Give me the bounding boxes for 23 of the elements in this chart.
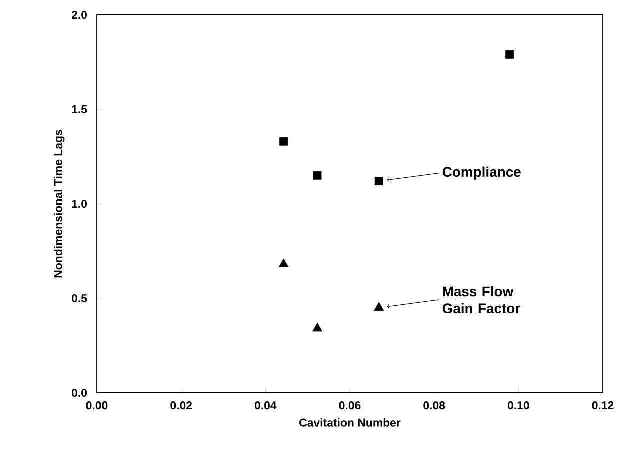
x-tick-label: 0.06 (339, 402, 361, 410)
y-axis-title: Nondimensional Time Lags (54, 130, 65, 278)
point (374, 302, 384, 311)
point (506, 50, 514, 59)
point (278, 258, 289, 268)
x-tick-label: 0.04 (254, 402, 277, 410)
point (313, 171, 322, 180)
y-tick-label: 0.0 (72, 388, 88, 398)
x-tick-label: 0.08 (424, 402, 446, 410)
annotation: Compliance (442, 166, 521, 180)
x-axis-title: Cavitation Number (300, 418, 401, 427)
y-tick-label: 1.0 (72, 200, 88, 208)
x-tick-label: 0.12 (592, 402, 614, 410)
x-tick-label: 0.02 (170, 402, 192, 410)
y-tick-label: 2.0 (72, 10, 88, 20)
x-tick-label: 0.10 (508, 402, 530, 410)
x-tick-label: 0.00 (86, 402, 108, 410)
point (312, 323, 322, 332)
y-tick-label: 1.5 (72, 106, 88, 114)
y-tick-label: 0.5 (72, 294, 88, 303)
point (280, 137, 288, 146)
annotation: Mass Flow Gain Factor (442, 286, 520, 314)
point (374, 177, 384, 186)
